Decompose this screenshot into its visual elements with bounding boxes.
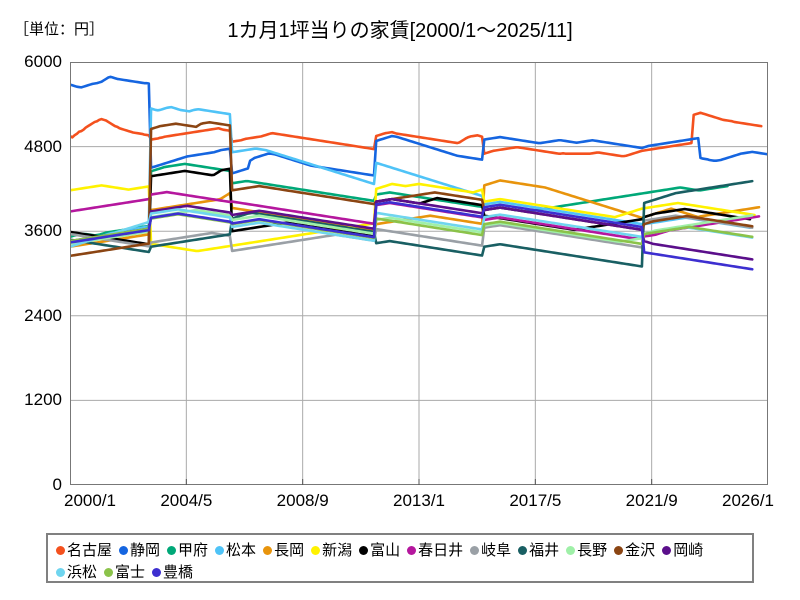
legend-item-1[interactable]: 静岡 <box>119 543 160 558</box>
unit-label: ［単位：円］ <box>14 21 105 38</box>
legend-item-14[interactable]: 富士 <box>104 565 145 580</box>
legend-color-swatch-icon <box>167 545 177 555</box>
series-line-5 <box>70 184 754 251</box>
x-tick-label: 2013/1 <box>393 491 445 510</box>
x-tick-label: 2021/9 <box>625 491 678 510</box>
legend-label: 長野 <box>577 541 608 559</box>
series-line-8 <box>70 216 752 251</box>
legend-color-swatch-icon <box>119 545 129 555</box>
legend-label: 岐阜 <box>481 541 512 559</box>
legend-label: 岡崎 <box>673 541 704 559</box>
legend-label: 甲府 <box>178 541 209 559</box>
legend-color-swatch-icon <box>152 567 162 577</box>
legend-color-swatch-icon <box>518 545 528 555</box>
series-line-12 <box>70 199 752 259</box>
legend-color-swatch-icon <box>56 545 65 555</box>
legend-item-12[interactable]: 岡崎 <box>662 543 703 558</box>
legend-color-swatch-icon <box>359 545 369 555</box>
series-line-15 <box>70 202 752 269</box>
legend-item-4[interactable]: 長岡 <box>263 543 304 558</box>
legend-item-0[interactable]: 名古屋 <box>56 543 112 558</box>
legend-label: 春日井 <box>418 541 464 559</box>
legend-item-6[interactable]: 富山 <box>359 543 400 558</box>
legend-color-swatch-icon <box>311 545 321 555</box>
legend-item-11[interactable]: 金沢 <box>614 543 655 558</box>
legend-item-9[interactable]: 福井 <box>518 543 559 558</box>
legend-label: 福井 <box>529 541 560 559</box>
legend-label: 新潟 <box>322 541 353 559</box>
y-tick-label: 3600 <box>24 221 62 241</box>
x-tick-label: 2004/5 <box>160 491 213 510</box>
legend-label: 富士 <box>115 563 146 581</box>
legend-item-10[interactable]: 長野 <box>566 543 607 558</box>
series-line-0 <box>70 113 761 156</box>
legend-item-8[interactable]: 岐阜 <box>470 543 511 558</box>
legend-color-swatch-icon <box>215 545 225 555</box>
legend-item-15[interactable]: 豊橋 <box>152 565 193 580</box>
page-title: 1カ月1坪当りの家賃[2000/1～2025/11] <box>227 20 573 42</box>
x-tick-label: 2000/1 <box>64 491 116 510</box>
legend-item-2[interactable]: 甲府 <box>167 543 208 558</box>
legend-label: 金沢 <box>625 541 656 559</box>
x-tick-label: 2017/5 <box>509 491 562 510</box>
legend-color-swatch-icon <box>407 545 417 555</box>
legend-color-swatch-icon <box>263 545 273 555</box>
y-tick-label: 0 <box>52 475 62 494</box>
legend-color-swatch-icon <box>662 545 672 555</box>
y-tick-label: 6000 <box>24 52 62 71</box>
legend-label: 浜松 <box>67 563 98 581</box>
legend-label: 長岡 <box>274 541 305 559</box>
legend-row-1: 名古屋 静岡 甲府 松本 長岡 新潟 富山 春日井 岐阜 福井 長野 金沢 岡崎 <box>56 539 746 561</box>
legend-color-swatch-icon <box>470 545 480 555</box>
legend-label: 松本 <box>226 541 257 559</box>
y-tick-label: 2400 <box>24 305 62 325</box>
legend-label: 静岡 <box>130 541 161 559</box>
y-tick-label: 1200 <box>24 390 62 410</box>
line-chart-svg <box>70 62 768 485</box>
legend-label: 名古屋 <box>67 541 113 559</box>
series-line-13 <box>70 209 752 246</box>
series-line-1 <box>70 77 768 176</box>
legend: 名古屋 静岡 甲府 松本 長岡 新潟 富山 春日井 岐阜 福井 長野 金沢 岡崎 浜松 富士 豊橋 <box>46 533 754 583</box>
series-line-3 <box>70 107 750 244</box>
y-tick-label: 4800 <box>24 136 62 156</box>
plot-area <box>70 62 768 485</box>
legend-color-swatch-icon <box>56 567 65 577</box>
legend-color-swatch-icon <box>566 545 576 555</box>
legend-label: 富山 <box>370 541 401 559</box>
legend-color-swatch-icon <box>104 567 114 577</box>
legend-item-5[interactable]: 新潟 <box>311 543 352 558</box>
legend-label: 豊橋 <box>163 563 194 581</box>
legend-item-7[interactable]: 春日井 <box>407 543 463 558</box>
series-line-2 <box>70 164 727 237</box>
x-tick-label: 2008/9 <box>276 491 329 510</box>
series-line-9 <box>70 181 752 266</box>
legend-item-3[interactable]: 松本 <box>215 543 256 558</box>
series-line-10 <box>70 210 752 244</box>
legend-row-2: 浜松 富士 豊橋 <box>56 561 746 583</box>
legend-color-swatch-icon <box>614 545 624 555</box>
x-tick-label: 2026/1 <box>722 491 774 510</box>
legend-item-13[interactable]: 浜松 <box>56 565 97 580</box>
